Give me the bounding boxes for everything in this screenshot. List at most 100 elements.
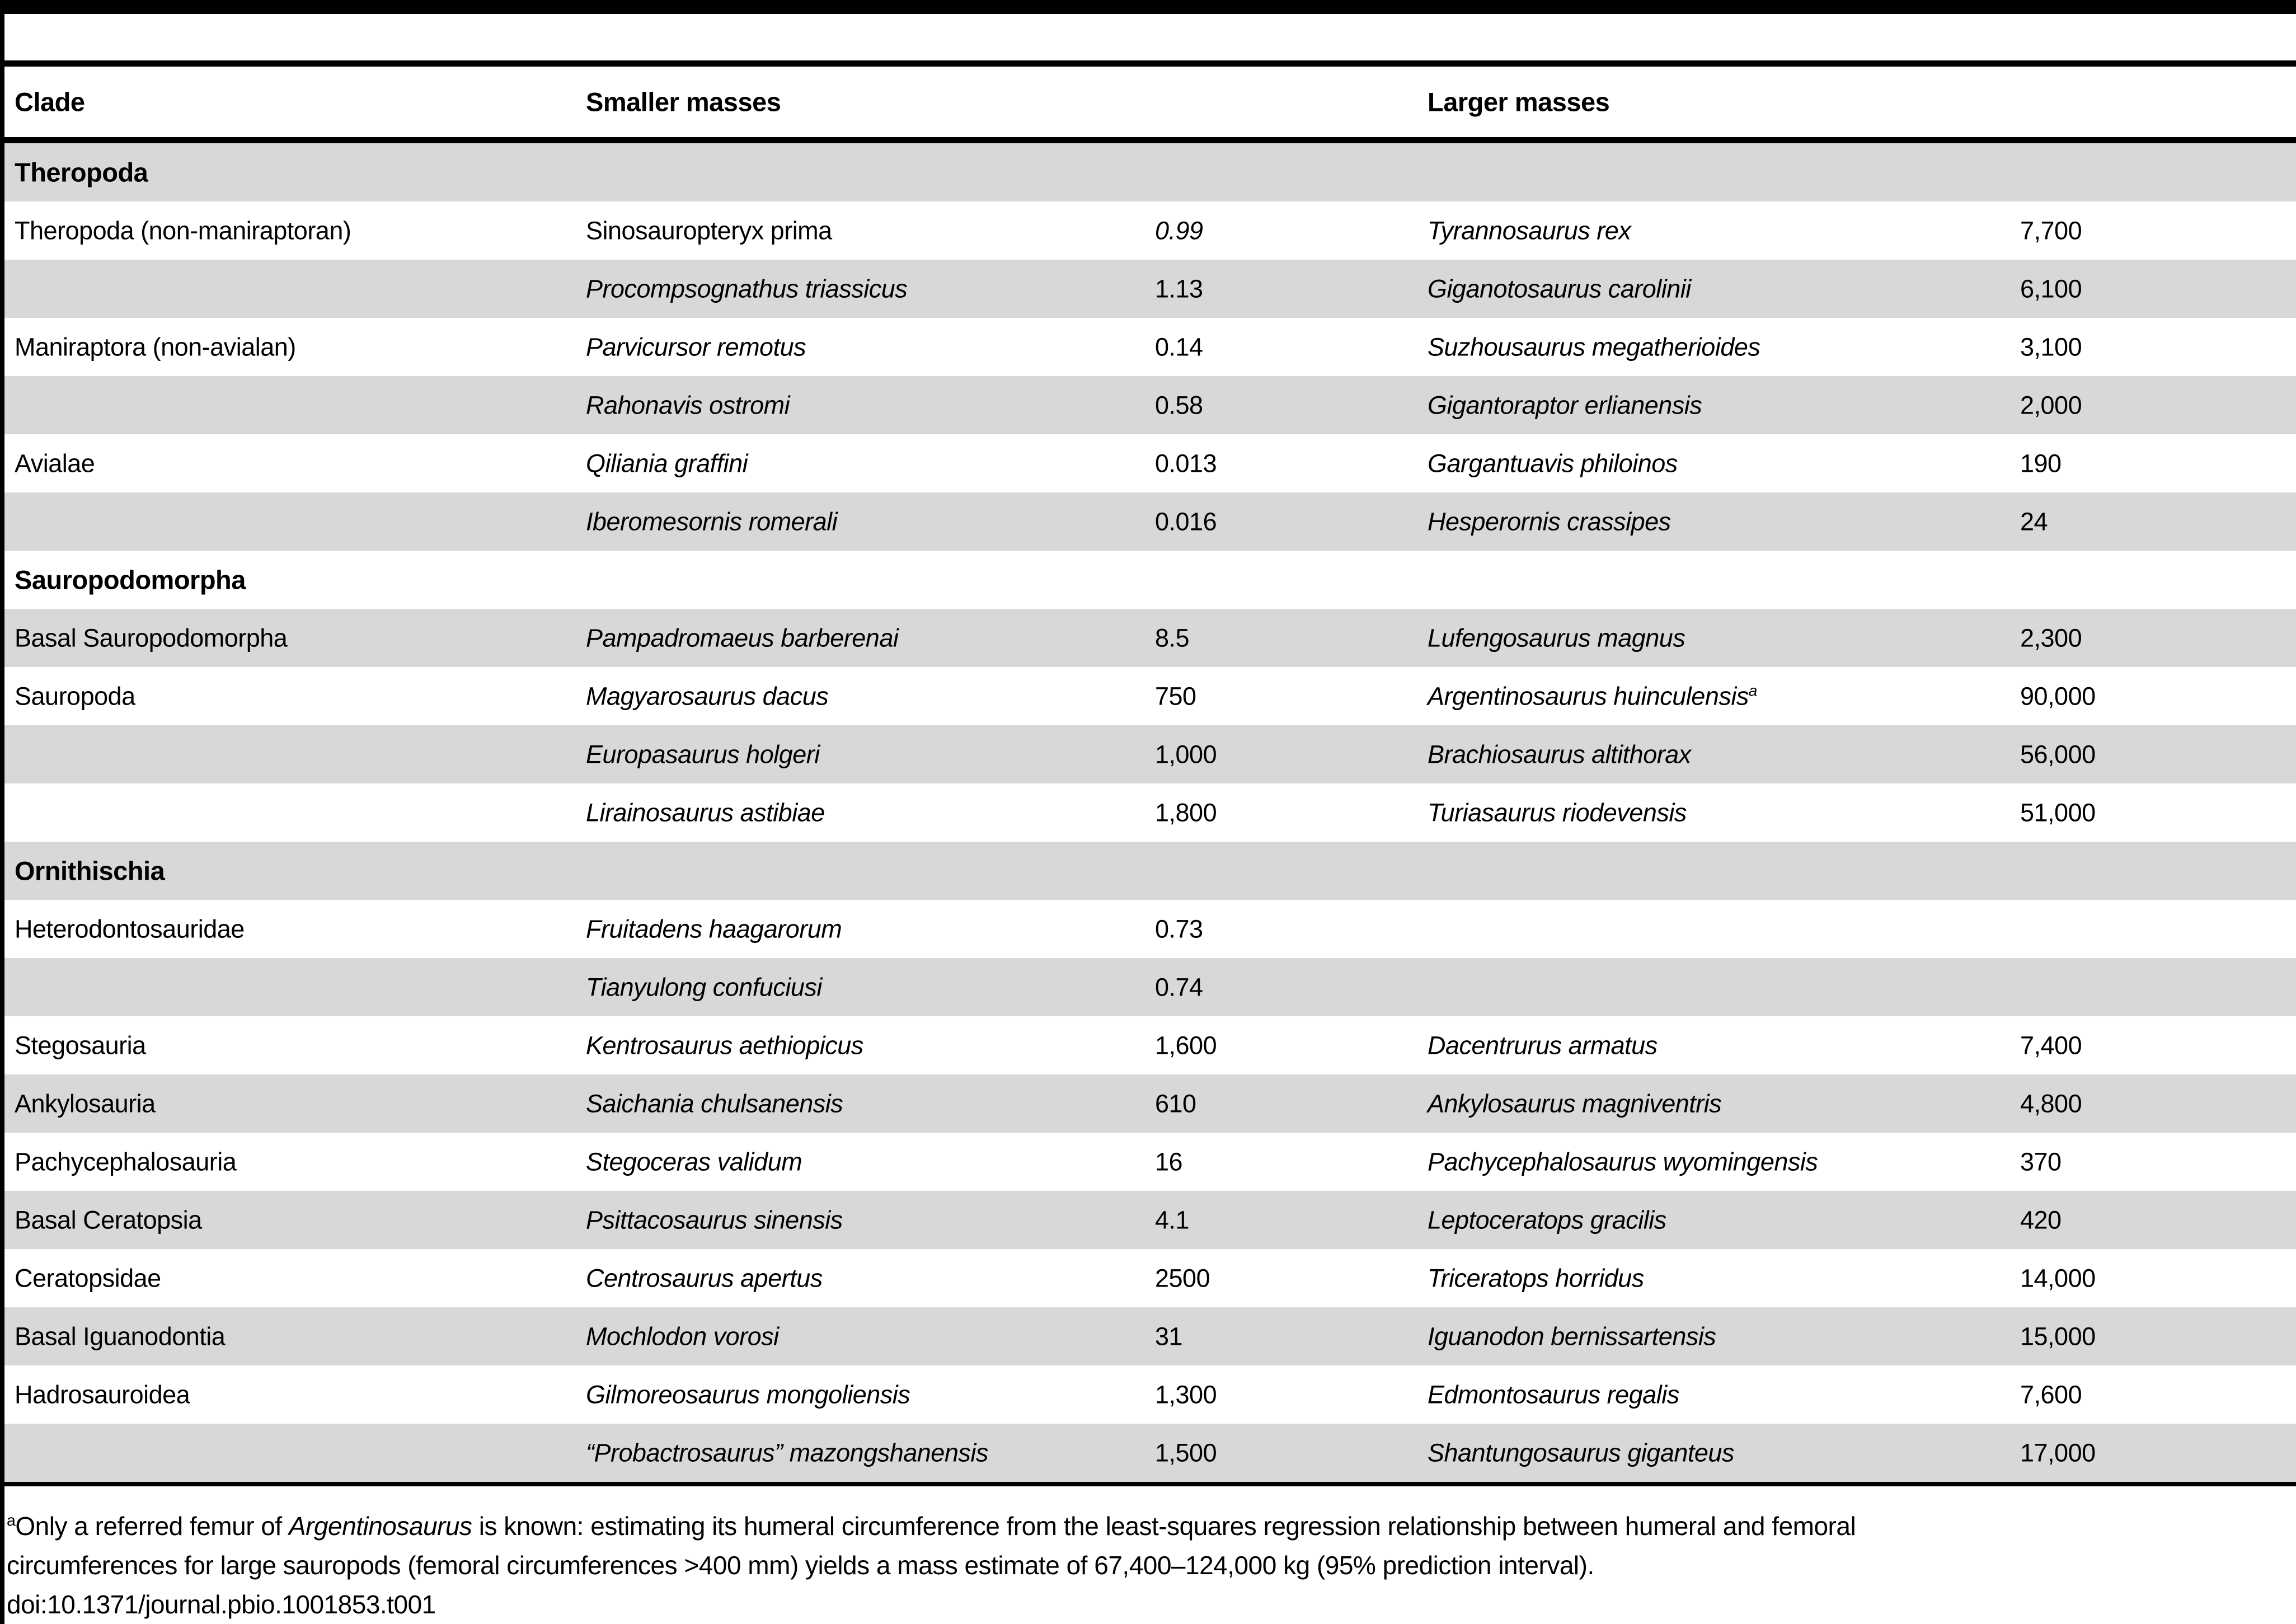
clade-cell: Basal Sauropodomorpha <box>15 623 288 653</box>
smaller-mass-cell: 0.013 <box>1155 449 1217 478</box>
larger-mass-cell: 190 <box>2020 449 2062 478</box>
table-body: Theropoda Theropoda (non-maniraptoran) Sin… <box>0 143 2296 1482</box>
larger-mass-cell: 14,000 <box>2020 1264 2096 1293</box>
larger-mass-cell: 17,000 <box>2020 1438 2096 1467</box>
larger-mass-cell: 56,000 <box>2020 740 2096 769</box>
smaller-species-cell: Tianyulong confuciusi <box>586 973 822 1002</box>
smaller-species-cell: Pampadromaeus barberenai <box>586 623 899 653</box>
clade-cell: Heterodontosauridae <box>15 914 245 944</box>
table-row: Avialae Qiliania graffini 0.013 Gargantuavi… <box>0 434 2296 492</box>
clade-cell: Stegosauria <box>15 1031 146 1060</box>
column-header-smaller-masses: Smaller masses <box>586 87 781 117</box>
table-row: Lirainosaurus astibiae 1,800 Turiasaurus r… <box>0 783 2296 842</box>
footnote-text-post: is known: estimating its humeral circumf… <box>472 1512 1856 1541</box>
section-header-row: Sauropodomorpha <box>0 551 2296 609</box>
larger-mass-cell: 370 <box>2020 1147 2062 1176</box>
table-row: Ankylosauria Saichania chulsanensis 610 Ank… <box>0 1074 2296 1133</box>
smaller-species-cell: Gilmoreosaurus mongoliensis <box>586 1380 910 1409</box>
smaller-mass-cell: 1,500 <box>1155 1438 1217 1467</box>
footnote-text-pre: Only a referred femur of <box>15 1512 289 1541</box>
clade-cell: Sauropoda <box>15 682 135 711</box>
table-row: Europasaurus holgeri 1,000 Brachiosaurus a… <box>0 725 2296 783</box>
larger-mass-cell: 90,000 <box>2020 682 2096 711</box>
larger-mass-cell: 420 <box>2020 1205 2062 1235</box>
smaller-species-cell: Psittacosaurus sinensis <box>586 1205 843 1235</box>
table-row: Stegosauria Kentrosaurus aethiopicus 1,600… <box>0 1016 2296 1074</box>
table-row: Procompsognathus triassicus 1.13 Giganotos… <box>0 260 2296 318</box>
table-row: Iberomesornis romerali 0.016 Hesperornis c… <box>0 492 2296 551</box>
larger-mass-cell: 51,000 <box>2020 798 2096 827</box>
smaller-mass-cell: 610 <box>1155 1089 1196 1118</box>
larger-mass-cell: 24 <box>2020 507 2048 536</box>
larger-species-cell: Ankylosaurus magniventris <box>1428 1089 1722 1118</box>
table-row: Tianyulong confuciusi 0.74 <box>0 958 2296 1016</box>
section-header-row: Theropoda <box>0 143 2296 201</box>
smaller-mass-cell: 0.58 <box>1155 391 1203 420</box>
larger-mass-cell: 6,100 <box>2020 274 2082 303</box>
smaller-mass-cell: 0.016 <box>1155 507 1217 536</box>
footnote-line-2: circumferences for large sauropods (femo… <box>7 1551 1594 1580</box>
table-row: “Probactrosaurus” mazongshanensis 1,500 Sh… <box>0 1424 2296 1482</box>
table-row: Rahonavis ostromi 0.58 Gigantoraptor erlia… <box>0 376 2296 434</box>
smaller-mass-cell: 16 <box>1155 1147 1183 1176</box>
footnote-line-1: aOnly a referred femur of Argentinosauru… <box>7 1506 2290 1546</box>
clade-cell: Maniraptora (non-avialan) <box>15 332 296 362</box>
table-row: Hadrosauroidea Gilmoreosaurus mongoliensi… <box>0 1365 2296 1424</box>
clade-cell: Ankylosauria <box>15 1089 156 1118</box>
larger-species-cell: Brachiosaurus altithorax <box>1428 740 1691 769</box>
smaller-species-cell: Kentrosaurus aethiopicus <box>586 1031 863 1060</box>
section-header-row: Ornithischia <box>0 842 2296 900</box>
larger-species-cell: Pachycephalosaurus wyomingensis <box>1428 1147 1818 1176</box>
clade-cell: Basal Iguanodontia <box>15 1322 226 1351</box>
larger-species-cell: Lufengosaurus magnus <box>1428 623 1685 653</box>
smaller-mass-cell: 1,000 <box>1155 740 1217 769</box>
clade-cell: Ceratopsidae <box>15 1264 161 1293</box>
smaller-species-cell: Lirainosaurus astibiae <box>586 798 825 827</box>
larger-mass-cell: 2,300 <box>2020 623 2082 653</box>
table-row: Ceratopsidae Centrosaurus apertus 2500 Tric… <box>0 1249 2296 1307</box>
smaller-mass-cell: 0.74 <box>1155 973 1203 1002</box>
table-row: Basal Ceratopsia Psittacosaurus sinensis 4… <box>0 1191 2296 1249</box>
smaller-species-cell: Parvicursor remotus <box>586 332 806 362</box>
larger-species-cell: Argentinosaurus huinculensisa <box>1428 682 1757 711</box>
table-row: Maniraptora (non-avialan) Parvicursor rem… <box>0 318 2296 376</box>
table-row: Pachycephalosauria Stegoceras validum 16 Pa… <box>0 1133 2296 1191</box>
smaller-mass-cell: 4.1 <box>1155 1205 1190 1235</box>
smaller-mass-cell: 0.14 <box>1155 332 1203 362</box>
table-row: Heterodontosauridae Fruitadens haagarorum… <box>0 900 2296 958</box>
larger-mass-cell: 15,000 <box>2020 1322 2096 1351</box>
column-header-larger-masses: Larger masses <box>1428 87 1610 117</box>
table-row: Theropoda (non-maniraptoran) Sinosauropte… <box>0 201 2296 260</box>
smaller-mass-cell: 0.73 <box>1155 914 1203 944</box>
larger-species-cell: Suzhousaurus megatherioides <box>1428 332 1760 362</box>
smaller-mass-cell: 1.13 <box>1155 274 1203 303</box>
larger-species-cell: Gigantoraptor erlianensis <box>1428 391 1702 420</box>
larger-species-cell: Triceratops horridus <box>1428 1264 1644 1293</box>
footnote: aOnly a referred femur of Argentinosauru… <box>7 1506 2290 1624</box>
section-label: Sauropodomorpha <box>15 565 246 595</box>
larger-species-cell: Giganotosaurus carolinii <box>1428 274 1691 303</box>
smaller-species-cell: “Probactrosaurus” mazongshanensis <box>586 1438 988 1467</box>
table-row: Basal Iguanodontia Mochlodon vorosi 31 Igua… <box>0 1307 2296 1365</box>
smaller-species-cell: Saichania chulsanensis <box>586 1089 843 1118</box>
footnote-marker: a <box>7 1512 16 1530</box>
larger-mass-cell: 2,000 <box>2020 391 2082 420</box>
larger-species-cell: Leptoceratops gracilis <box>1428 1205 1666 1235</box>
smaller-species-cell: Rahonavis ostromi <box>586 391 790 420</box>
clade-cell: Avialae <box>15 449 95 478</box>
larger-mass-cell: 7,700 <box>2020 216 2082 245</box>
table-row: Basal Sauropodomorpha Pampadromaeus barbe… <box>0 609 2296 667</box>
smaller-species-cell: Europasaurus holgeri <box>586 740 820 769</box>
larger-species-cell: Tyrannosaurus rex <box>1428 216 1631 245</box>
smaller-mass-cell: 2500 <box>1155 1264 1210 1293</box>
smaller-species-cell: Iberomesornis romerali <box>586 507 838 536</box>
clade-cell: Theropoda (non-maniraptoran) <box>15 216 351 245</box>
larger-species-cell: Gargantuavis philoinos <box>1428 449 1678 478</box>
top-rule-bar <box>0 0 2296 14</box>
smaller-mass-cell: 1,800 <box>1155 798 1217 827</box>
left-edge-rule <box>0 0 4 1624</box>
clade-cell: Hadrosauroidea <box>15 1380 190 1409</box>
table-header-row: Clade Smaller masses Larger masses <box>0 67 2296 137</box>
footnote-genus-italic: Argentinosaurus <box>288 1512 472 1541</box>
larger-mass-cell: 7,400 <box>2020 1031 2082 1060</box>
